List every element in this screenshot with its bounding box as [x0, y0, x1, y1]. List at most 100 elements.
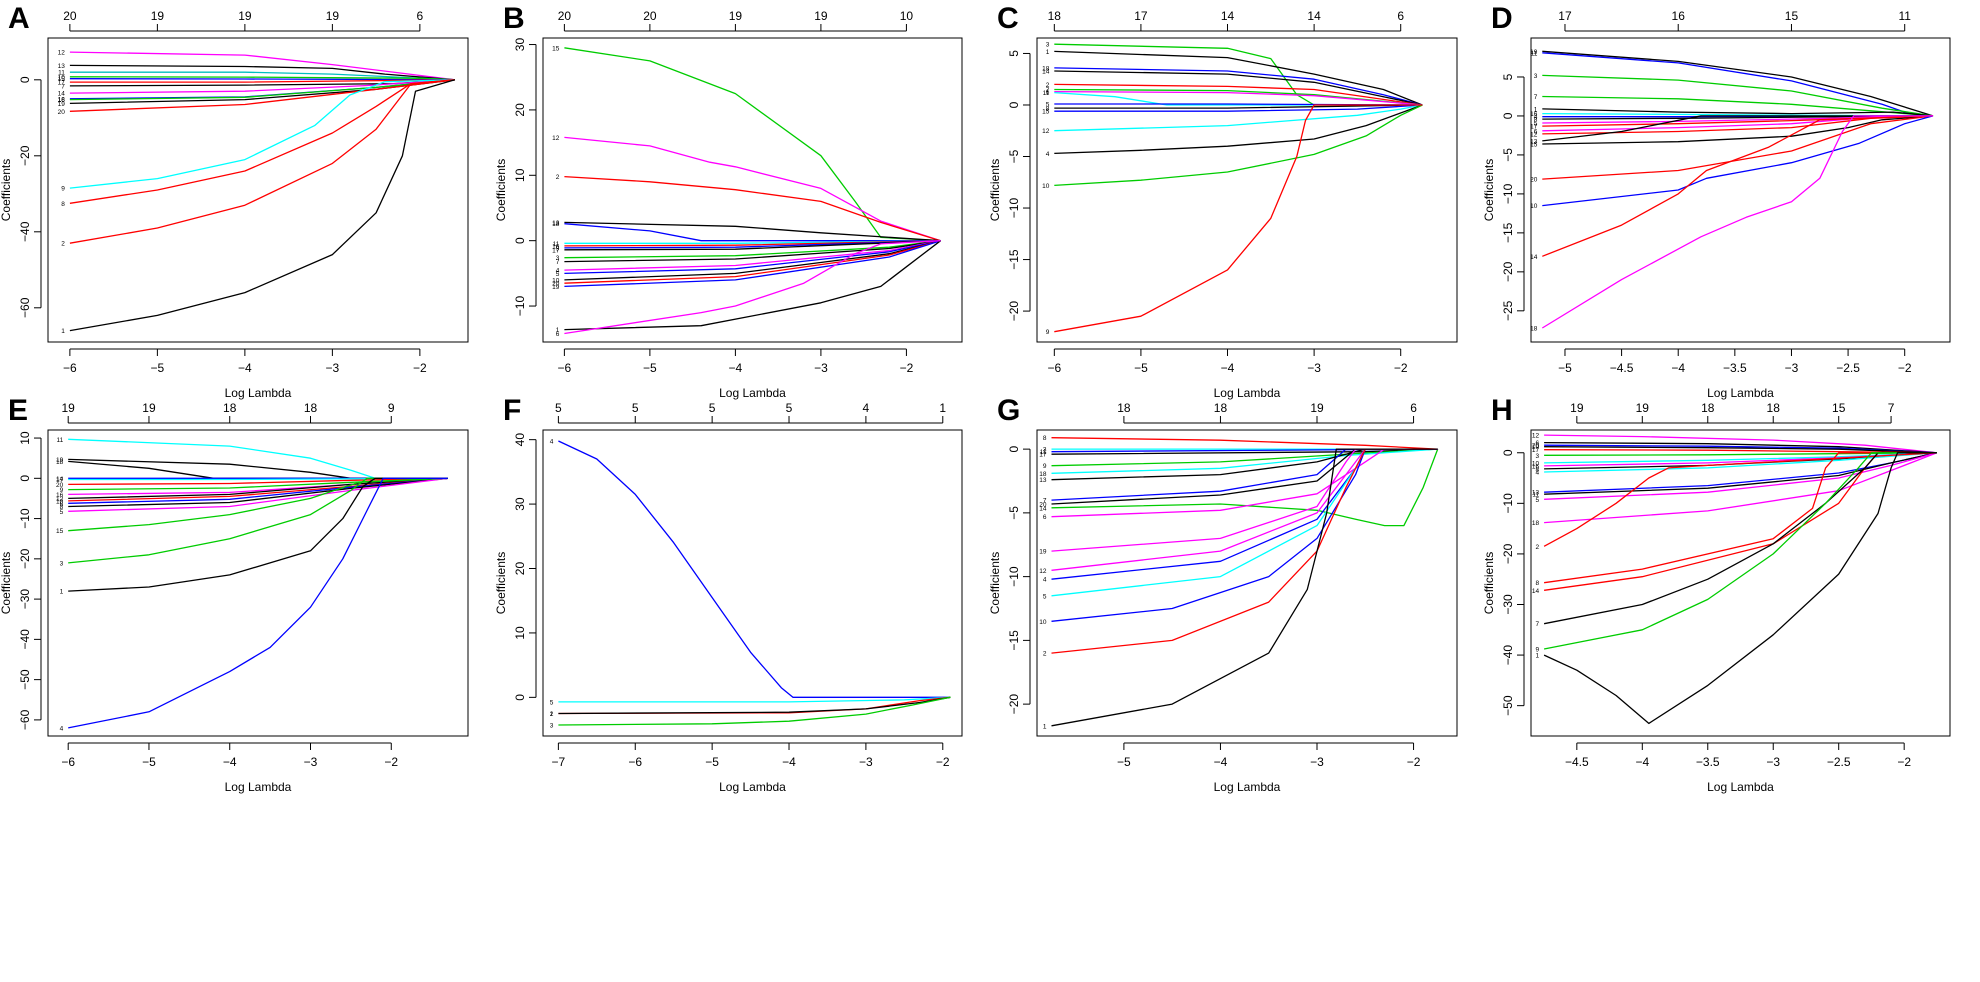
y-tick-label: 10 [513, 626, 527, 640]
path-label: 10 [1530, 203, 1538, 210]
coefficient-path [564, 240, 941, 288]
path-label: 18 [1039, 471, 1047, 478]
path-label: 14 [1039, 505, 1047, 512]
path-label: 20 [1530, 177, 1538, 184]
x-tick-label: −4 [729, 361, 743, 375]
coefficient-path [558, 696, 951, 703]
path-label: 5 [1534, 120, 1538, 127]
path-label: 6 [556, 331, 560, 338]
top-tick-label: 18 [1701, 401, 1715, 415]
panel-letter: H [1491, 394, 1513, 427]
path-label: 11 [58, 70, 65, 77]
x-tick-label: −4 [1671, 361, 1685, 375]
path-label: 10 [1039, 619, 1047, 626]
y-tick-label: 40 [513, 433, 527, 447]
y-axis-title: Coefficients [0, 552, 13, 614]
path-label: 12 [1532, 433, 1540, 440]
path-label: 20 [58, 109, 66, 116]
y-tick-label: −10 [1501, 183, 1515, 204]
top-tick-label: 19 [62, 401, 76, 415]
x-axis-title: Log Lambda [1214, 386, 1281, 400]
x-axis-title: Log Lambda [225, 386, 292, 400]
path-label: 10 [1532, 460, 1540, 467]
path-label: 15 [58, 76, 66, 83]
path-label: 19 [552, 284, 560, 291]
plot-frame [1530, 429, 1951, 737]
y-axis-title: Coefficients [0, 159, 13, 221]
path-label: 18 [1532, 520, 1540, 527]
y-tick-label: −60 [18, 297, 32, 318]
path-label: 2 [1043, 651, 1047, 658]
path-label: 1 [1535, 653, 1539, 660]
path-label: 9 [61, 186, 65, 193]
path-label: 20 [1532, 443, 1540, 450]
path-label: 17 [552, 247, 560, 254]
path-label: 3 [550, 723, 554, 730]
path-label: 1 [60, 589, 64, 596]
y-tick-label: −50 [1501, 695, 1515, 716]
coefficient-path [1544, 452, 1937, 473]
panel-letter: C [997, 2, 1019, 35]
path-label: 7 [1043, 498, 1047, 505]
coefficient-path [1544, 449, 1937, 454]
path-label: 1 [556, 327, 560, 334]
y-tick-label: −10 [18, 508, 32, 529]
coefficient-path [69, 71, 455, 81]
path-label: 3 [1534, 73, 1538, 80]
path-label: 12 [552, 135, 560, 142]
path-label: 17 [1039, 452, 1047, 459]
coefficient-path [1054, 83, 1423, 106]
path-label: 8 [1535, 580, 1539, 587]
path-label: 6 [1046, 89, 1050, 96]
coefficient-path [1051, 448, 1438, 474]
path-label: 13 [552, 220, 560, 227]
top-tick-label: 4 [863, 401, 870, 415]
path-label: 5 [556, 271, 560, 278]
x-tick-label: −3 [1785, 361, 1799, 375]
path-label: 4 [60, 725, 64, 732]
top-tick-label: 10 [900, 9, 914, 23]
path-label: 10 [56, 498, 64, 505]
path-label: 3 [1043, 447, 1047, 454]
coefficient-path [68, 460, 448, 479]
coefficient-path [68, 477, 448, 532]
plot-frame [1036, 37, 1458, 343]
path-label: 16 [552, 243, 560, 250]
coefficient-path [564, 240, 941, 284]
path-label: 11 [1043, 90, 1050, 97]
path-label: 10 [552, 277, 560, 284]
top-tick-label: 19 [1636, 401, 1650, 415]
path-label: 11 [56, 437, 63, 444]
y-tick-label: −10 [513, 296, 527, 317]
coefficient-path [1054, 50, 1423, 106]
x-tick-label: −3 [326, 361, 340, 375]
top-tick-label: 19 [1570, 401, 1584, 415]
y-tick-label: −20 [1501, 543, 1515, 564]
path-label: 12 [1530, 131, 1538, 138]
y-tick-label: −20 [18, 145, 32, 166]
path-label: 14 [1042, 68, 1050, 75]
coefficient-path [564, 223, 941, 242]
x-tick-label: −5 [142, 755, 156, 769]
top-tick-label: 9 [388, 401, 395, 415]
path-label: 13 [58, 63, 66, 70]
path-label: 1 [550, 711, 554, 718]
x-tick-label: −5 [1117, 755, 1131, 769]
coefficient-path [1542, 74, 1934, 117]
path-label: 18 [552, 221, 560, 228]
y-axis-title: Coefficients [1482, 552, 1496, 614]
coefficient-path [1051, 448, 1439, 527]
x-tick-label: −5 [151, 361, 165, 375]
coefficient-path [68, 477, 448, 500]
top-tick-label: 11 [1898, 9, 1911, 23]
x-axis-title: Log Lambda [1707, 386, 1774, 400]
path-label: 20 [1039, 501, 1047, 508]
x-tick-label: −4 [238, 361, 252, 375]
y-tick-label: 30 [513, 497, 527, 511]
top-tick-label: 7 [1888, 401, 1895, 415]
path-label: 8 [1046, 106, 1050, 113]
panel-letter: A [8, 2, 30, 35]
coefficient-path [1051, 437, 1438, 450]
